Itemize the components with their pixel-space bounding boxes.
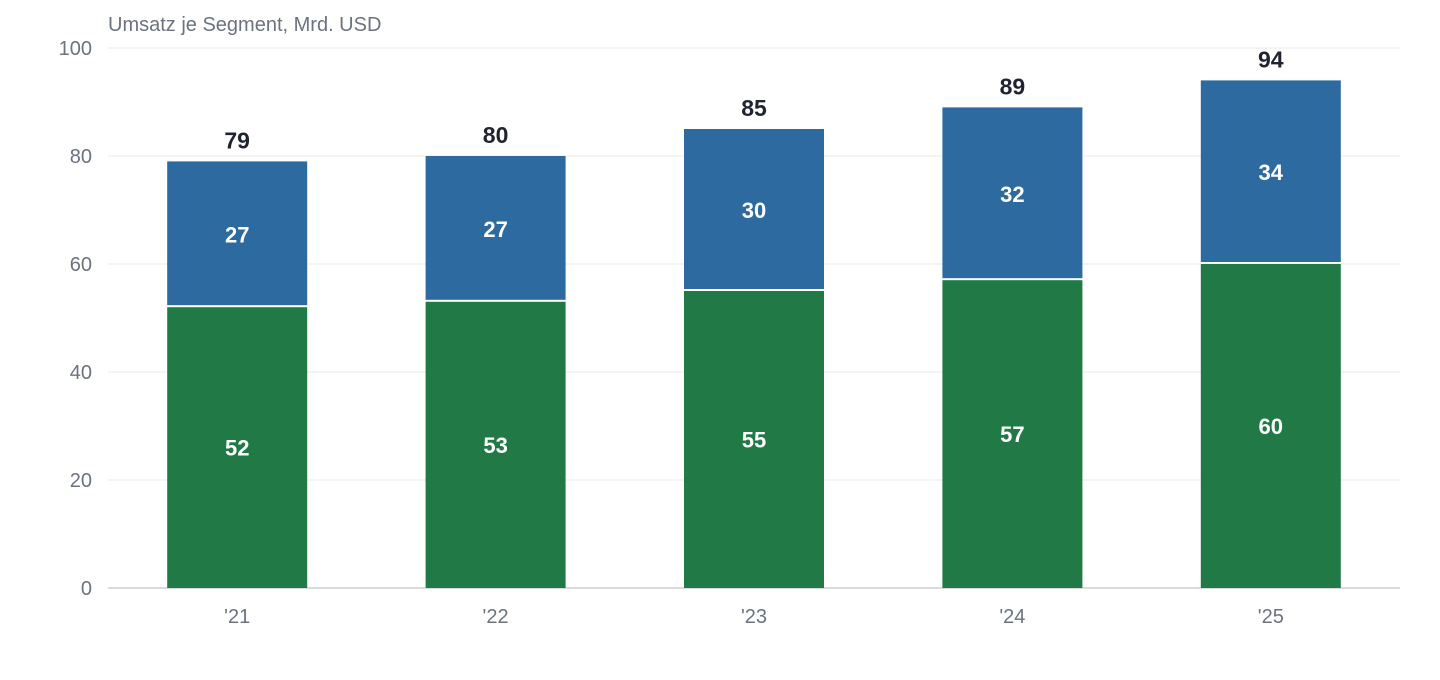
bar-segment-2: [942, 107, 1083, 279]
bar-segment-2: [425, 156, 566, 300]
bar-segment-1: [1200, 264, 1341, 588]
segment-value-label: 57: [1000, 422, 1024, 447]
segment-value-label: 32: [1000, 182, 1024, 207]
x-tick-label: '23: [741, 606, 767, 628]
y-tick-label: 20: [70, 470, 92, 492]
x-tick-label: '22: [483, 606, 509, 628]
segment-value-label: 55: [742, 428, 766, 453]
bar-segment-2: [684, 129, 824, 289]
bar-segment-2: [1200, 80, 1341, 263]
total-value-label: 94: [1258, 46, 1284, 72]
segment-value-label: 34: [1259, 160, 1284, 185]
data-labels: 52 27 79 53 27 80 55 30 85 57 32 89 60 34 94: [224, 46, 1283, 460]
segment-value-label: 60: [1259, 414, 1283, 439]
segment-value-label: 30: [742, 198, 766, 223]
y-axis-ticks: 0 20 40 60 80 100: [59, 38, 92, 600]
x-tick-label: '25: [1258, 606, 1284, 628]
bar-segment-1: [425, 301, 566, 588]
bar-segment-1: [167, 307, 308, 588]
bar-segment-1: [684, 291, 824, 588]
y-axis-label: Umsatz je Segment, Mrd. USD: [108, 14, 381, 36]
total-value-label: 79: [224, 127, 250, 153]
x-axis-ticks: '21 '22 '23 '24 '25: [224, 606, 1284, 628]
y-tick-label: 0: [81, 578, 92, 600]
y-tick-label: 60: [70, 254, 92, 276]
total-value-label: 80: [483, 122, 509, 148]
segment-value-label: 52: [225, 436, 249, 461]
x-tick-label: '24: [999, 606, 1025, 628]
bar-segment-2: [167, 161, 308, 306]
total-value-label: 85: [741, 95, 767, 121]
bar-segment-1: [942, 280, 1083, 588]
y-tick-label: 80: [70, 146, 92, 168]
segment-value-label: 27: [225, 222, 249, 247]
y-tick-label: 100: [59, 38, 92, 60]
total-value-label: 89: [1000, 73, 1026, 99]
y-tick-label: 40: [70, 362, 92, 384]
bars: [167, 80, 1341, 588]
segment-value-label: 27: [483, 217, 507, 242]
segment-value-label: 53: [483, 433, 507, 458]
x-tick-label: '21: [224, 606, 250, 628]
